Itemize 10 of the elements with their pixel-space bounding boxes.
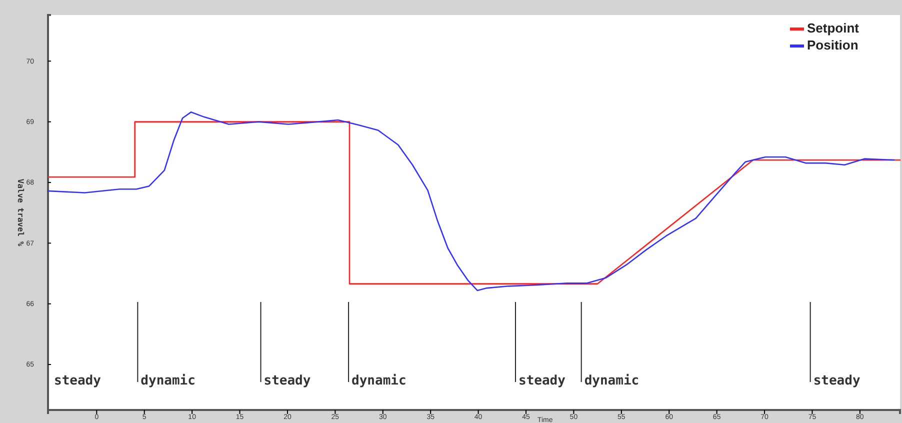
y-axis-title: Valve travel % [16, 178, 25, 246]
ref-line-label: steady [264, 374, 311, 389]
ref-line-label: dynamic [352, 374, 406, 389]
ref-line-label: dynamic [140, 374, 196, 389]
legend-label: Setpoint [807, 20, 860, 36]
ref-line-label: dynamic [584, 374, 640, 389]
annotation: steady [54, 374, 102, 389]
ref-line-label: steady [518, 374, 566, 389]
ref-line-label: steady [813, 374, 860, 389]
legend-label: Position [807, 37, 858, 52]
